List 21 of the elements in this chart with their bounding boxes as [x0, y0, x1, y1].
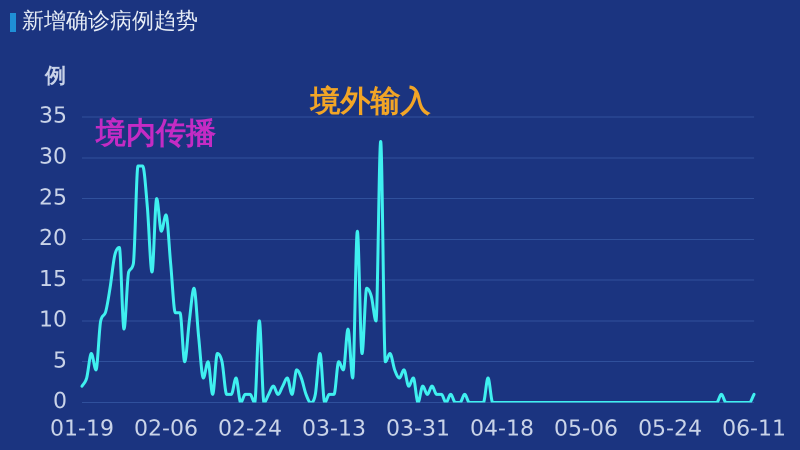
y-tick-label: 10 — [39, 308, 67, 333]
x-tick-label: 04-18 — [470, 416, 534, 442]
y-tick-label: 25 — [39, 185, 67, 210]
annotation: 境内传播 — [94, 116, 216, 152]
annotation: 境外输入 — [308, 84, 432, 120]
x-tick-label: 03-13 — [302, 416, 366, 442]
x-tick-label: 01-19 — [50, 416, 114, 442]
y-tick-label: 0 — [53, 389, 67, 414]
x-tick-label: 05-24 — [638, 416, 702, 442]
y-tick-label: 15 — [39, 266, 67, 292]
y-axis-title: 例 — [44, 63, 66, 88]
y-tick-label: 20 — [39, 226, 67, 252]
x-tick-label: 05-06 — [554, 416, 618, 442]
x-tick-label: 02-06 — [134, 416, 198, 442]
x-tick-label: 02-24 — [218, 416, 282, 442]
y-tick-label: 35 — [39, 104, 67, 129]
chart-title: 新增确诊病例趋势 — [22, 8, 198, 36]
x-tick-label: 06-11 — [722, 416, 786, 442]
x-tick-label: 03-31 — [386, 416, 450, 442]
y-tick-label: 5 — [53, 348, 67, 374]
y-tick-label: 30 — [39, 144, 67, 170]
